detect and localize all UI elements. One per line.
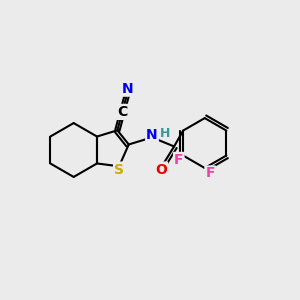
Text: N: N [122, 82, 134, 96]
Text: C: C [117, 105, 128, 119]
Text: S: S [114, 163, 124, 177]
Text: F: F [206, 167, 215, 181]
Text: N: N [146, 128, 158, 142]
Text: O: O [155, 163, 167, 177]
Text: H: H [160, 127, 170, 140]
Text: F: F [174, 153, 184, 167]
